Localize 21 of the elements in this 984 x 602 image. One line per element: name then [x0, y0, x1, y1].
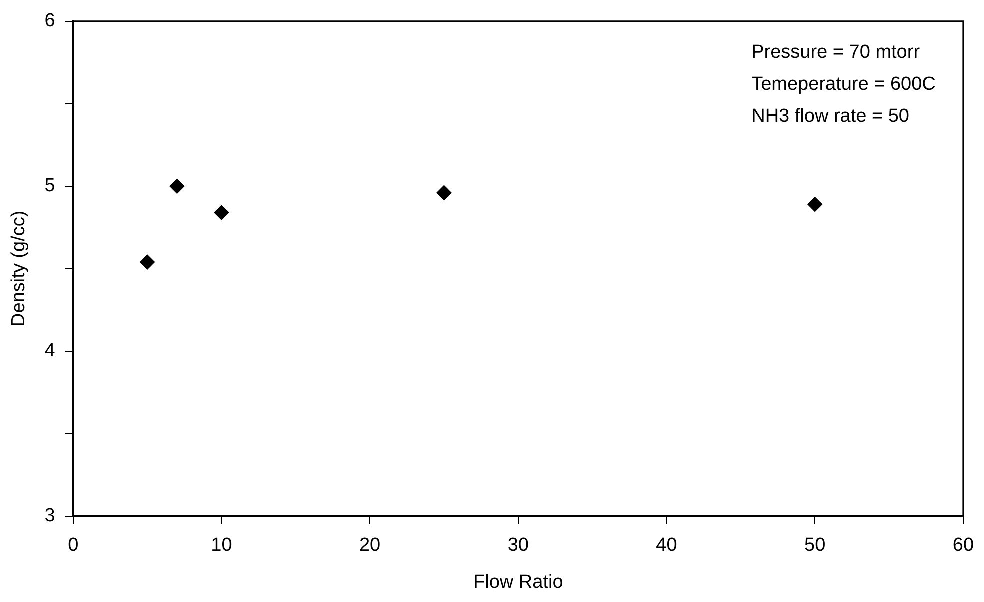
y-tick-label: 3	[44, 506, 56, 527]
annotation: Pressure = 70 mtorr	[752, 42, 921, 64]
point	[170, 178, 185, 194]
x-tick-label: 10	[211, 535, 232, 556]
point	[436, 186, 452, 200]
annotation: Temeperature = 600C	[752, 74, 936, 96]
point	[808, 197, 823, 212]
point	[214, 205, 230, 220]
y-axis-title: Density (g/cc)	[8, 210, 30, 327]
point	[140, 254, 156, 270]
x-tick-label: 20	[359, 535, 381, 556]
x-tick-label: 60	[952, 535, 974, 556]
y-tick-label: 6	[44, 10, 56, 32]
x-tick-label: 30	[508, 535, 529, 556]
y-tick-label: 4	[44, 340, 56, 362]
x-tick-label: 40	[656, 535, 678, 556]
x-tick-label: 0	[68, 535, 79, 556]
y-tick-label: 5	[44, 176, 56, 197]
x-tick-label: 50	[804, 535, 826, 556]
x-axis-title: Flow Ratio	[474, 572, 564, 593]
annotation: NH3 flow rate = 50	[752, 106, 910, 128]
